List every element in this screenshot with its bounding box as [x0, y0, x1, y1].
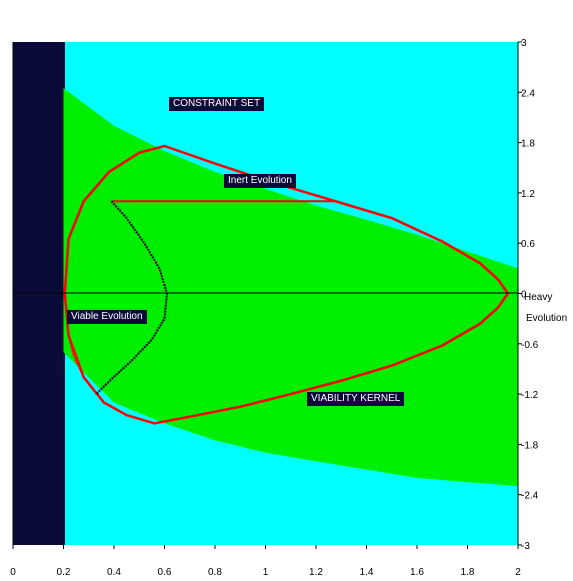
- y-tick-label: -1.2: [521, 390, 539, 401]
- y-tick-label: -1.8: [521, 440, 539, 451]
- x-tick-label: 1.8: [461, 567, 475, 578]
- y-tick-label: -3: [521, 541, 530, 552]
- x-tick-label: 0.8: [208, 567, 222, 578]
- viable-evolution-label: Viable Evolution: [67, 310, 147, 324]
- y-tick-label: 0: [521, 290, 527, 301]
- x-tick-label: 1.2: [309, 567, 323, 578]
- x-tick-label: 0: [10, 567, 16, 578]
- x-tick-label: 1.6: [410, 567, 424, 578]
- x-tick-label: 0.2: [57, 567, 71, 578]
- y-tick-label: -2.4: [521, 491, 539, 502]
- constraint-set-area: [63, 88, 518, 487]
- y-tick-labels: 3 2.4 1.8 1.2 0.6 0 -0.6 -1.2 -1.8 -2.4 -3: [518, 38, 539, 552]
- y-tick-label: 3: [521, 38, 527, 49]
- y-tick-label: 1.8: [521, 139, 535, 150]
- y-tick-label: 2.4: [521, 88, 535, 99]
- x-tick-label: 1: [263, 567, 269, 578]
- viable-evolution-curve: [95, 200, 169, 395]
- x-tick-label: 2: [515, 567, 521, 578]
- evolution-label: Evolution: [526, 313, 568, 324]
- x-tick-label: 0.6: [158, 567, 172, 578]
- constraint-set-label: CONSTRAINT SET: [169, 97, 265, 111]
- x-tick-label: 1.4: [360, 567, 374, 578]
- y-tick-label: 0.6: [521, 239, 535, 250]
- y-tick-label: 1.2: [521, 189, 535, 200]
- y-tick-label: -0.6: [521, 340, 539, 351]
- heavy-label: Heavy: [524, 292, 553, 303]
- inert-evolution-label: Inert Evolution: [224, 174, 296, 188]
- viability-kernel-label: VIABILITY KERNEL: [307, 392, 405, 406]
- x-tick-labels: 0 0.2 0.4 0.6 0.8 1 1.2 1.4 1.6 1.8 2: [10, 545, 521, 578]
- viable-evolution-closing-segment: [67, 335, 97, 395]
- heavy-evolution-curve: [111, 200, 510, 425]
- x-tick-label: 0.4: [107, 567, 121, 578]
